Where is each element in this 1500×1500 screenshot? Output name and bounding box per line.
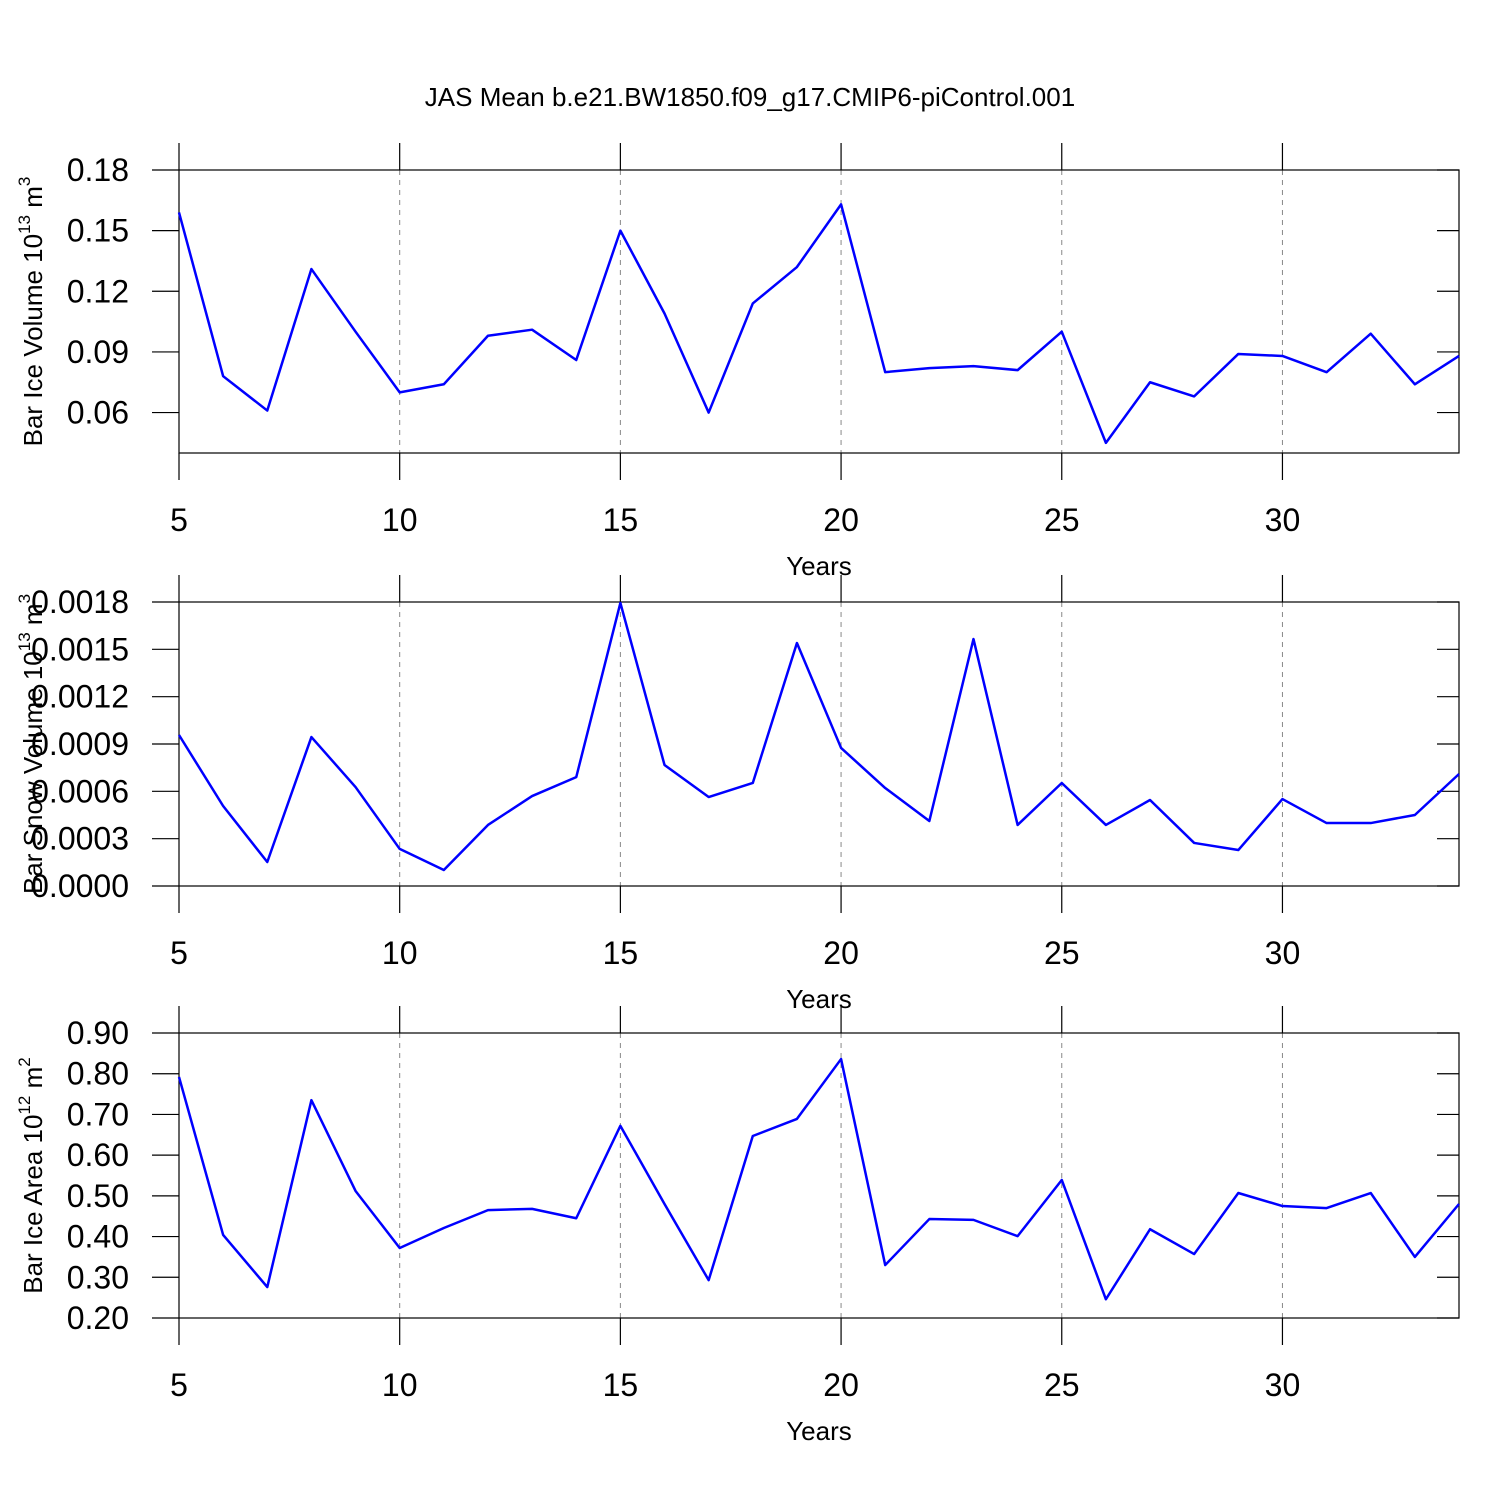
x-tick-label: 10 — [382, 502, 418, 538]
y-axis-label-part: m — [18, 1067, 48, 1096]
y-axis-label-exponent: 2 — [15, 1057, 34, 1066]
y-axis-label: Bar Ice Volume 1013 m3 — [15, 177, 48, 447]
y-axis-label-exponent: 3 — [15, 177, 34, 186]
y-tick-label: 0.06 — [67, 395, 129, 431]
y-tick-label: 0.09 — [67, 334, 129, 370]
x-tick-label: 20 — [823, 502, 859, 538]
y-axis-label-part: m — [18, 603, 48, 632]
x-tick-label: 10 — [382, 935, 418, 971]
x-tick-label: 5 — [170, 935, 188, 971]
y-tick-label: 0.90 — [67, 1015, 129, 1051]
x-tick-label: 15 — [603, 935, 639, 971]
y-axis-label-part: Bar Ice Area 10 — [18, 1115, 48, 1294]
y-axis-label-part: Bar Snow Volume 10 — [18, 651, 48, 894]
data-line — [177, 601, 1460, 872]
plot-frame — [178, 169, 1460, 454]
y-axis-label: Bar Ice Area 1012 m2 — [15, 1057, 48, 1294]
x-tick-label: 25 — [1044, 502, 1080, 538]
x-axis-label: Years — [786, 551, 852, 581]
y-tick-label: 0.0006 — [31, 773, 129, 809]
y-tick-label: 0.50 — [67, 1178, 129, 1214]
x-axis-label: Years — [786, 984, 852, 1014]
y-tick-label: 0.60 — [67, 1137, 129, 1173]
y-axis-label-exponent: 13 — [15, 215, 34, 234]
plot-frame — [178, 1032, 1460, 1319]
y-tick-label: 0.0012 — [31, 679, 129, 715]
data-line — [177, 203, 1460, 445]
x-tick-label: 20 — [823, 935, 859, 971]
x-tick-label: 30 — [1265, 502, 1301, 538]
y-axis-label-part: Bar Ice Volume 10 — [18, 234, 48, 446]
y-tick-label: 0.0018 — [31, 584, 129, 620]
y-tick-label: 0.0009 — [31, 726, 129, 762]
x-tick-label: 5 — [170, 1367, 188, 1403]
y-axis-label-exponent: 3 — [15, 594, 34, 603]
y-tick-label: 0.40 — [67, 1219, 129, 1255]
y-tick-label: 0.0003 — [31, 821, 129, 857]
y-tick-label: 0.30 — [67, 1259, 129, 1295]
x-tick-label: 20 — [823, 1367, 859, 1403]
x-tick-label: 30 — [1265, 1367, 1301, 1403]
y-tick-label: 0.70 — [67, 1096, 129, 1132]
y-tick-label: 0.80 — [67, 1056, 129, 1092]
x-tick-label: 30 — [1265, 935, 1301, 971]
x-tick-label: 10 — [382, 1367, 418, 1403]
y-tick-label: 0.18 — [67, 152, 129, 188]
y-axis-label-exponent: 12 — [15, 1096, 34, 1115]
data-line — [177, 1057, 1460, 1301]
y-axis-label: Bar Snow Volume 1013 m3 — [15, 594, 48, 894]
chart-title: JAS Mean b.e21.BW1850.f09_g17.CMIP6-piCo… — [425, 82, 1075, 112]
y-tick-label: 0.12 — [67, 273, 129, 309]
plot-frame — [178, 601, 1460, 887]
x-tick-label: 15 — [603, 502, 639, 538]
y-tick-label: 0.0000 — [31, 868, 129, 904]
y-tick-label: 0.20 — [67, 1300, 129, 1336]
x-axis-label: Years — [786, 1416, 852, 1446]
y-tick-label: 0.0015 — [31, 631, 129, 667]
x-tick-label: 5 — [170, 502, 188, 538]
y-axis-label-exponent: 13 — [15, 632, 34, 651]
x-tick-label: 25 — [1044, 935, 1080, 971]
y-tick-label: 0.15 — [67, 213, 129, 249]
x-tick-label: 25 — [1044, 1367, 1080, 1403]
x-tick-label: 15 — [603, 1367, 639, 1403]
y-axis-label-part: m — [18, 186, 48, 215]
